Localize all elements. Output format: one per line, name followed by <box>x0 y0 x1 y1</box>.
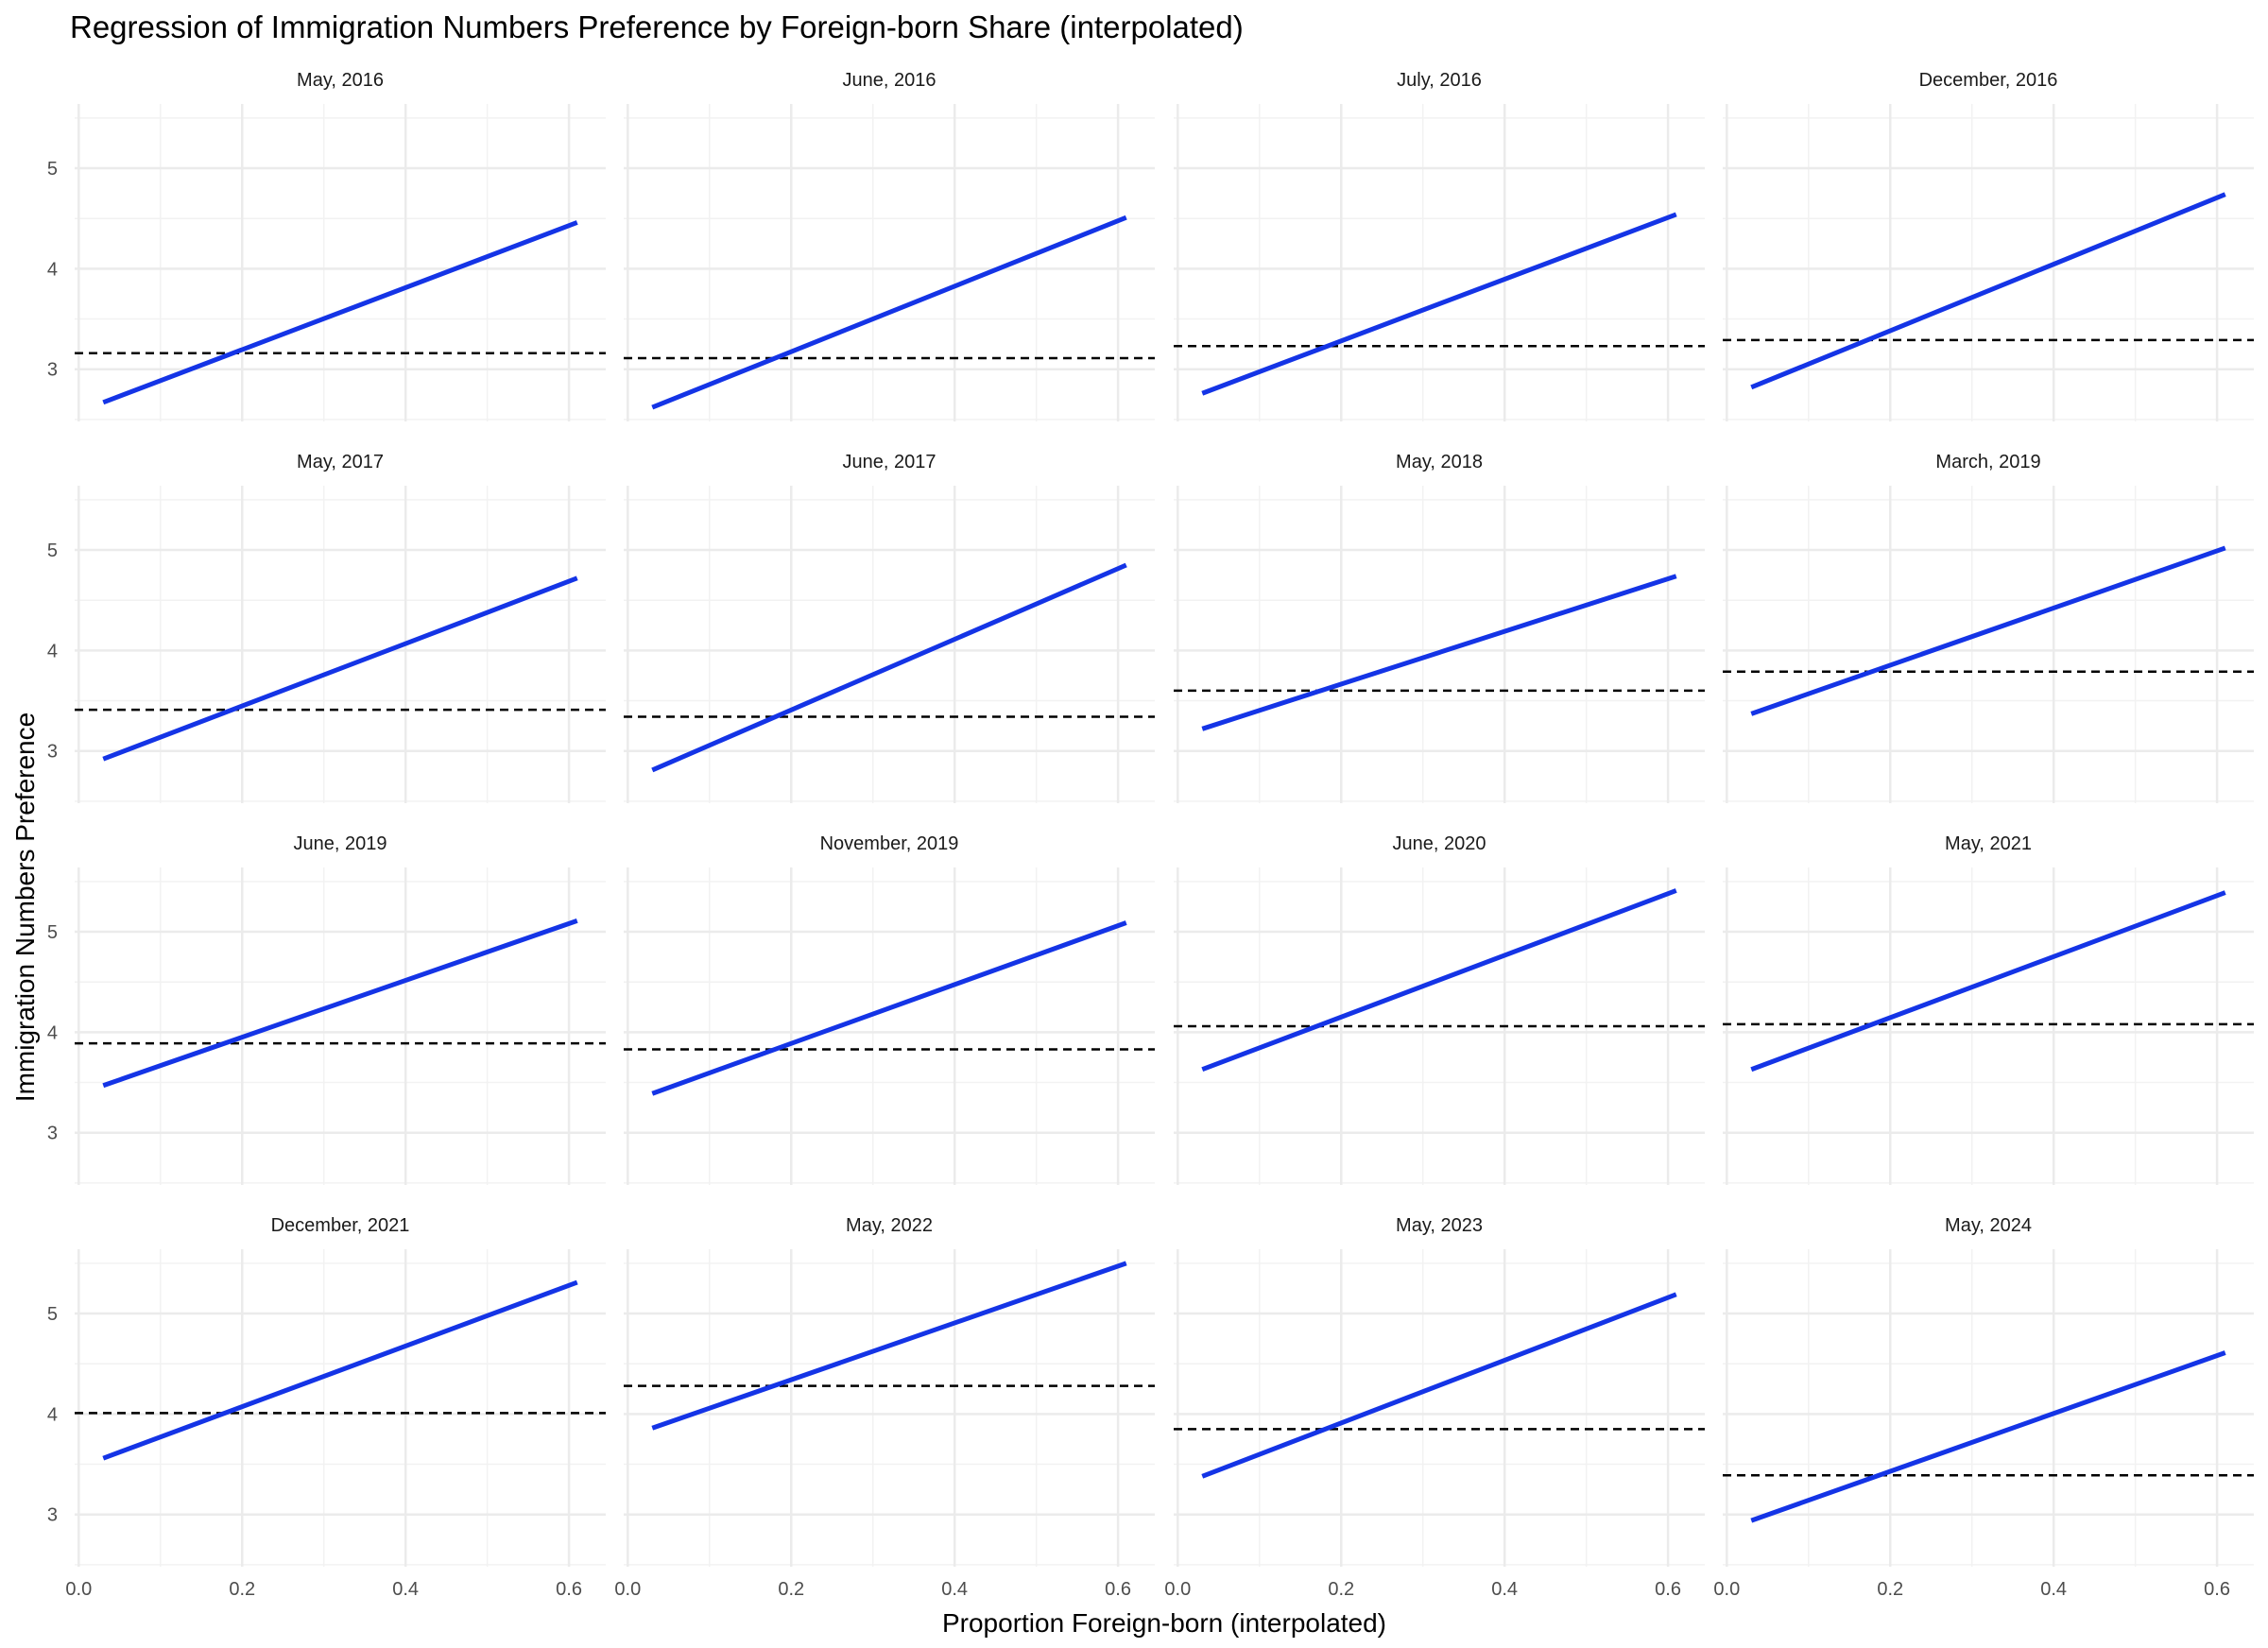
y-tick-label: 3 <box>47 1124 58 1144</box>
facet-title: June, 2019 <box>294 833 387 854</box>
y-tick-label: 5 <box>47 1304 58 1325</box>
regression-line <box>651 1261 1127 1431</box>
y-tick-label: 4 <box>47 1404 58 1425</box>
facet-title: December, 2021 <box>271 1215 410 1236</box>
x-tick-label: 0.2 <box>778 1579 804 1600</box>
regression-line <box>1750 192 2226 390</box>
facet-panel: June, 2020 <box>1174 833 1705 1185</box>
x-tick-label: 0.6 <box>1105 1579 1131 1600</box>
facet-panel: June, 2016 <box>624 70 1155 421</box>
facet-panel: March, 2019 <box>1723 452 2254 803</box>
regression-line <box>102 575 578 762</box>
x-tick-label: 0.6 <box>1655 1579 1681 1600</box>
x-tick-label: 0.4 <box>1491 1579 1518 1600</box>
regression-line <box>651 215 1127 410</box>
facet-panel: May, 2021 <box>1723 833 2254 1185</box>
x-tick-label: 0.0 <box>1164 1579 1191 1600</box>
facet-title: July, 2016 <box>1397 70 1482 91</box>
facet-panel: May, 2017 3 4 5 <box>47 452 606 803</box>
regression-line <box>1201 1292 1677 1479</box>
facet-title: May, 2017 <box>297 452 384 472</box>
facet-panel: May, 2018 <box>1174 452 1705 803</box>
facet-panel: November, 2019 <box>624 833 1155 1185</box>
facet-panel: June, 2017 <box>624 452 1155 803</box>
chart-title: Regression of Immigration Numbers Prefer… <box>70 9 1244 44</box>
regression-line <box>651 562 1127 773</box>
facet-panels: May, 2016 3 4 5 June, 2016 July, 2016 December… <box>47 70 2254 1600</box>
facet-panel: December, 2021 3 4 5 0.0 0.2 0.4 0.6 <box>47 1215 606 1600</box>
x-tick-label: 0.4 <box>2040 1579 2067 1600</box>
x-tick-label: 0.0 <box>1713 1579 1740 1600</box>
regression-line <box>651 920 1127 1096</box>
x-tick-label: 0.0 <box>614 1579 641 1600</box>
regression-line <box>1750 1350 2226 1523</box>
facet-title: May, 2022 <box>846 1215 933 1236</box>
facet-title: May, 2024 <box>1945 1215 2032 1236</box>
regression-line <box>1201 888 1677 1073</box>
facet-title: November, 2019 <box>820 833 959 854</box>
facet-title: June, 2017 <box>843 452 936 472</box>
regression-line <box>102 220 578 405</box>
facet-title: June, 2020 <box>1393 833 1486 854</box>
facet-title: May, 2021 <box>1945 833 2032 854</box>
x-tick-label: 0.2 <box>1328 1579 1354 1600</box>
facet-panel: June, 2019 3 4 5 <box>47 833 606 1185</box>
facet-title: May, 2023 <box>1396 1215 1483 1236</box>
y-tick-label: 5 <box>47 541 58 561</box>
y-tick-label: 5 <box>47 922 58 943</box>
y-tick-label: 4 <box>47 259 58 280</box>
regression-line <box>1201 574 1677 731</box>
x-tick-label: 0.2 <box>1877 1579 1903 1600</box>
y-tick-label: 3 <box>47 742 58 763</box>
x-tick-label: 0.6 <box>2204 1579 2230 1600</box>
facet-panel: May, 2023 0.0 0.2 0.4 0.6 <box>1164 1215 1705 1600</box>
y-tick-label: 3 <box>47 360 58 381</box>
regression-line <box>102 1279 578 1461</box>
regression-line <box>102 918 578 1089</box>
y-tick-label: 4 <box>47 641 58 661</box>
facet-panel: May, 2024 0.0 0.2 0.4 0.6 <box>1713 1215 2254 1600</box>
x-tick-label: 0.4 <box>941 1579 968 1600</box>
regression-line <box>1750 890 2226 1073</box>
x-tick-label: 0.2 <box>229 1579 255 1600</box>
x-tick-label: 0.0 <box>65 1579 92 1600</box>
y-tick-label: 5 <box>47 159 58 180</box>
y-axis-label: Immigration Numbers Preference <box>10 712 40 1102</box>
y-tick-label: 3 <box>47 1505 58 1526</box>
facet-panel: May, 2022 0.0 0.2 0.4 0.6 <box>614 1215 1155 1600</box>
x-tick-label: 0.6 <box>556 1579 582 1600</box>
facet-panel: May, 2016 3 4 5 <box>47 70 606 421</box>
regression-line <box>1750 545 2226 716</box>
facet-title: May, 2018 <box>1396 452 1483 472</box>
facet-title: December, 2016 <box>1919 70 2058 91</box>
facet-panel: December, 2016 <box>1723 70 2254 421</box>
facet-title: June, 2016 <box>843 70 936 91</box>
facet-title: March, 2019 <box>1935 452 2040 472</box>
regression-line <box>1201 212 1677 396</box>
facet-title: May, 2016 <box>297 70 384 91</box>
facet-panel: July, 2016 <box>1174 70 1705 421</box>
y-tick-label: 4 <box>47 1022 58 1043</box>
x-axis-label: Proportion Foreign-born (interpolated) <box>942 1608 1386 1638</box>
x-tick-label: 0.4 <box>392 1579 419 1600</box>
